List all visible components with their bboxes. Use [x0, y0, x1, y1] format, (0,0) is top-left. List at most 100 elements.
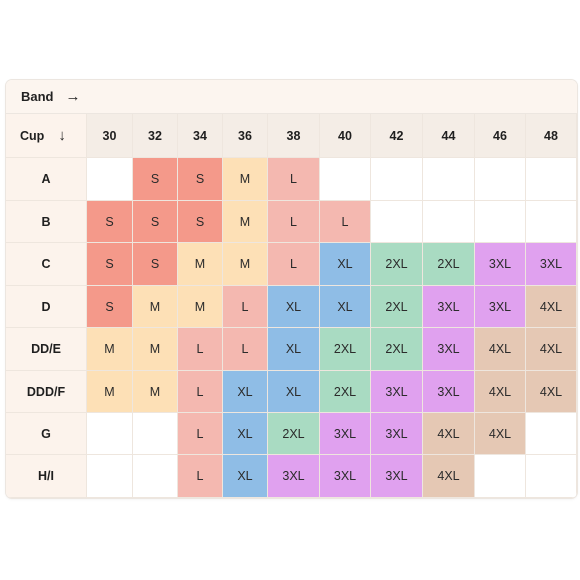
empty-cell	[87, 455, 133, 498]
size-cell: 3XL	[526, 243, 577, 286]
size-cell: L	[223, 328, 268, 371]
size-cell: 4XL	[526, 286, 577, 328]
size-cell: M	[178, 243, 223, 286]
cup-row-header: DDD/F	[6, 371, 87, 413]
size-cell: 3XL	[320, 413, 371, 455]
size-cell: L	[268, 243, 320, 286]
cup-row-header: DD/E	[6, 328, 87, 371]
band-header-cell: 38	[268, 114, 320, 158]
size-cell: 3XL	[423, 286, 475, 328]
size-cell: L	[178, 413, 223, 455]
size-cell: M	[178, 286, 223, 328]
size-cell: M	[87, 371, 133, 413]
size-cell: 3XL	[371, 371, 423, 413]
band-label: Band	[21, 89, 54, 104]
band-header-cell: 44	[423, 114, 475, 158]
empty-cell	[475, 201, 526, 243]
size-cell: M	[87, 328, 133, 371]
band-header-cell: 30	[87, 114, 133, 158]
empty-cell	[133, 455, 178, 498]
band-header-cell: 32	[133, 114, 178, 158]
band-header-cell: 42	[371, 114, 423, 158]
empty-cell	[133, 413, 178, 455]
empty-cell	[526, 158, 577, 201]
size-cell: 3XL	[423, 328, 475, 371]
empty-cell	[423, 158, 475, 201]
size-cell: XL	[268, 286, 320, 328]
size-cell: S	[87, 286, 133, 328]
size-cell: 4XL	[475, 413, 526, 455]
band-header-cell: 36	[223, 114, 268, 158]
size-cell: L	[178, 455, 223, 498]
size-cell: 3XL	[423, 371, 475, 413]
size-cell: L	[223, 286, 268, 328]
size-cell: XL	[320, 286, 371, 328]
size-cell: 4XL	[423, 413, 475, 455]
size-cell: 4XL	[475, 328, 526, 371]
size-cell: S	[87, 243, 133, 286]
size-cell: 4XL	[423, 455, 475, 498]
size-cell: 2XL	[320, 328, 371, 371]
size-cell: S	[178, 158, 223, 201]
cup-row-header: H/I	[6, 455, 87, 498]
empty-cell	[423, 201, 475, 243]
size-cell: M	[223, 158, 268, 201]
size-cell: XL	[223, 371, 268, 413]
size-cell: L	[268, 201, 320, 243]
size-cell: XL	[268, 371, 320, 413]
band-header-cell: 40	[320, 114, 371, 158]
size-cell: M	[133, 371, 178, 413]
cup-header: Cup ↓	[6, 114, 87, 158]
band-header: Band →	[6, 80, 577, 114]
size-cell: L	[178, 371, 223, 413]
size-cell: S	[133, 243, 178, 286]
size-cell: XL	[223, 455, 268, 498]
band-header-cell: 48	[526, 114, 577, 158]
size-cell: 2XL	[320, 371, 371, 413]
size-cell: 3XL	[475, 243, 526, 286]
cup-row-header: D	[6, 286, 87, 328]
cup-label: Cup	[20, 128, 45, 143]
size-cell: S	[87, 201, 133, 243]
band-header-cell: 34	[178, 114, 223, 158]
size-cell: M	[133, 328, 178, 371]
cup-row-header: A	[6, 158, 87, 201]
size-cell: S	[178, 201, 223, 243]
band-header-cell: 46	[475, 114, 526, 158]
size-cell: L	[178, 328, 223, 371]
size-cell: 3XL	[475, 286, 526, 328]
size-cell: 2XL	[371, 286, 423, 328]
size-cell: S	[133, 158, 178, 201]
cup-row-header: C	[6, 243, 87, 286]
size-cell: 3XL	[268, 455, 320, 498]
empty-cell	[526, 455, 577, 498]
size-cell: L	[268, 158, 320, 201]
size-cell: 2XL	[268, 413, 320, 455]
size-cell: XL	[268, 328, 320, 371]
empty-cell	[320, 158, 371, 201]
cup-row-header: G	[6, 413, 87, 455]
empty-cell	[371, 158, 423, 201]
size-cell: 3XL	[320, 455, 371, 498]
right-arrow-icon: →	[65, 88, 81, 105]
size-cell: 3XL	[371, 455, 423, 498]
empty-cell	[475, 158, 526, 201]
empty-cell	[526, 201, 577, 243]
empty-cell	[371, 201, 423, 243]
size-cell: XL	[320, 243, 371, 286]
size-cell: M	[133, 286, 178, 328]
size-cell: XL	[223, 413, 268, 455]
empty-cell	[475, 455, 526, 498]
size-cell: S	[133, 201, 178, 243]
size-cell: 4XL	[475, 371, 526, 413]
size-cell: M	[223, 243, 268, 286]
size-chart-card: Band → Cup ↓ 30 32 34 36 38 40 42 44 46 48 A S S M L B S S S…	[6, 80, 577, 498]
size-cell: 4XL	[526, 371, 577, 413]
size-cell: 2XL	[423, 243, 475, 286]
size-cell: 4XL	[526, 328, 577, 371]
size-cell: 2XL	[371, 243, 423, 286]
size-cell: 2XL	[371, 328, 423, 371]
cup-row-header: B	[6, 201, 87, 243]
size-cell: M	[223, 201, 268, 243]
empty-cell	[526, 413, 577, 455]
